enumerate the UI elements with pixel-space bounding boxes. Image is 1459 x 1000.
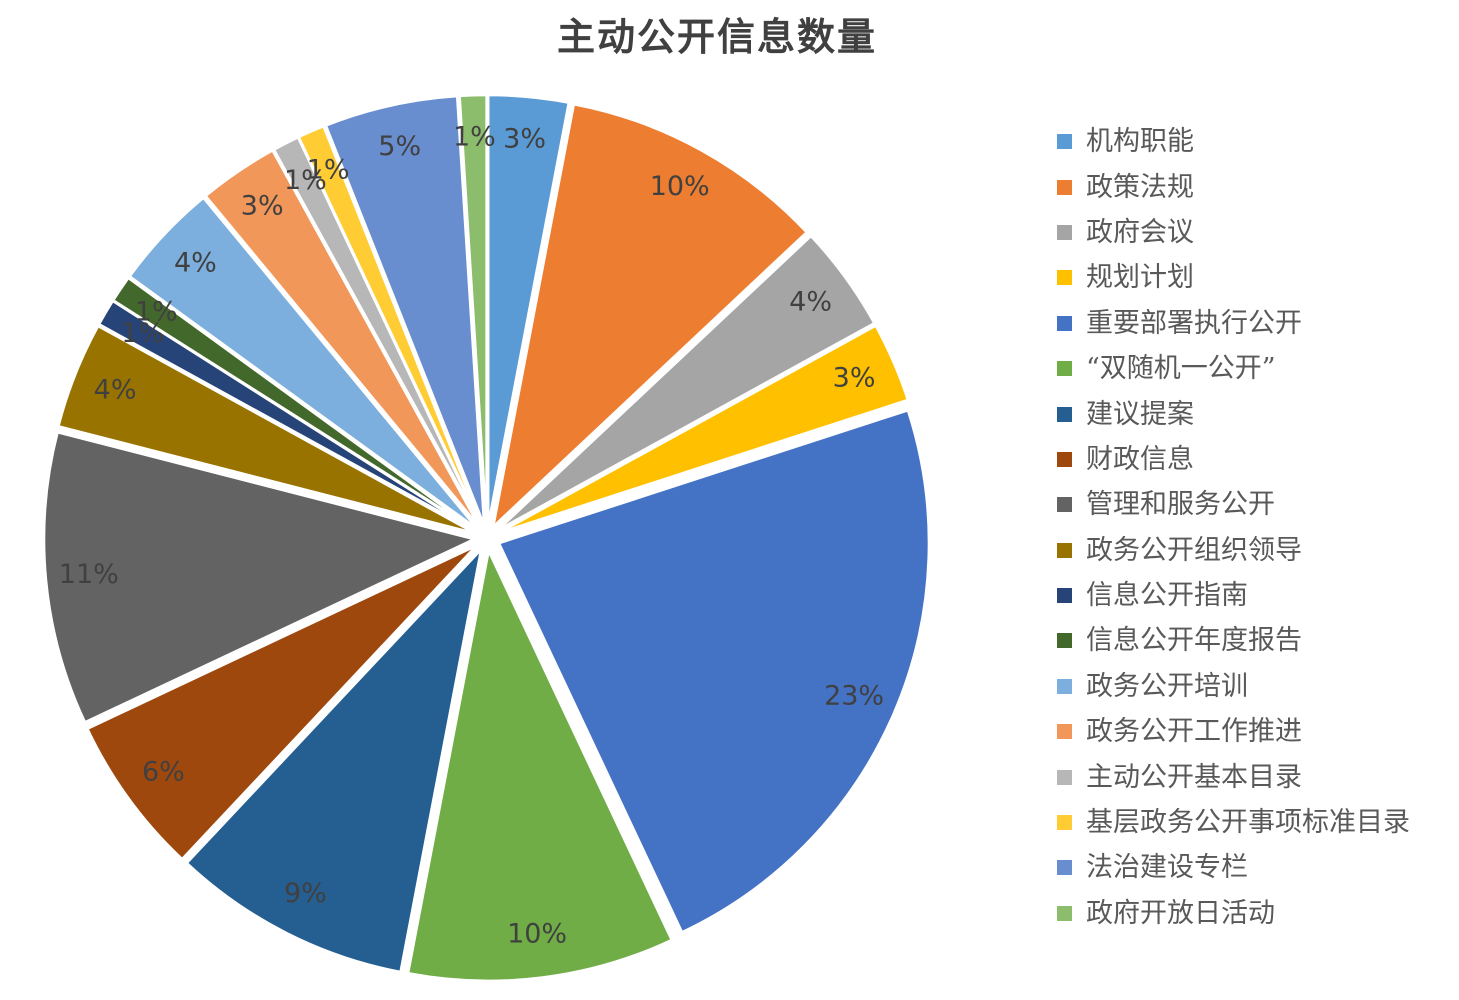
legend-swatch xyxy=(1057,678,1072,694)
pie-slice-label-12: 1% xyxy=(135,297,178,328)
legend-item-17: 法治建设专栏 xyxy=(1057,845,1457,890)
pie-slice-label-14: 3% xyxy=(241,191,284,222)
legend-item-13: 政务公开培训 xyxy=(1057,664,1457,709)
pie-slice-label-10: 4% xyxy=(94,374,137,405)
legend-item-9: 管理和服务公开 xyxy=(1057,482,1457,527)
pie-slice-9 xyxy=(42,431,476,724)
legend-label: 机构职能 xyxy=(1086,126,1194,158)
pie-slice-14 xyxy=(204,149,481,529)
pie-slice-17 xyxy=(324,94,486,527)
pie-slice-label-2: 10% xyxy=(650,171,710,202)
pie-slice-18 xyxy=(458,93,488,527)
legend-swatch xyxy=(1057,905,1072,921)
legend-label: 信息公开指南 xyxy=(1086,580,1248,612)
legend-item-11: 信息公开指南 xyxy=(1057,573,1457,618)
pie-slice-13 xyxy=(128,196,479,531)
pie-slice-label-15: 1% xyxy=(284,165,327,196)
legend-label: 政府会议 xyxy=(1086,216,1194,248)
pie-slice-16 xyxy=(297,125,484,528)
legend-label: 管理和服务公开 xyxy=(1086,489,1275,521)
legend-item-18: 政府开放日活动 xyxy=(1057,891,1457,936)
legend-swatch xyxy=(1057,361,1072,377)
pie-slice-label-3: 4% xyxy=(789,286,832,317)
pie-slice-label-1: 3% xyxy=(503,123,546,154)
legend-item-10: 政务公开组织领导 xyxy=(1057,528,1457,573)
pie-slice-label-9: 11% xyxy=(59,559,119,590)
pie-slice-12 xyxy=(111,276,478,532)
chart-legend: 机构职能政策法规政府会议规划计划重要部署执行公开 “双随机一公开” 建议提案财政信息… xyxy=(1057,119,1457,936)
legend-item-14: 政务公开工作推进 xyxy=(1057,709,1457,754)
legend-label: “双随机一公开” xyxy=(1086,353,1276,385)
pie-slice-label-5: 23% xyxy=(824,680,884,711)
legend-swatch xyxy=(1057,860,1072,876)
pie-slice-label-8: 6% xyxy=(142,757,185,788)
legend-item-3: 政府会议 xyxy=(1057,210,1457,255)
pie-slice-label-17: 5% xyxy=(378,131,421,162)
pie-slice-5 xyxy=(497,409,931,934)
legend-item-7: 建议提案 xyxy=(1057,391,1457,436)
legend-item-4: 规划计划 xyxy=(1057,255,1457,300)
legend-item-1: 机构职能 xyxy=(1057,119,1457,164)
pie-slice-7 xyxy=(185,548,483,974)
pie-slice-label-13: 4% xyxy=(174,248,217,279)
legend-label: 政策法规 xyxy=(1086,171,1194,203)
pie-slice-label-7: 9% xyxy=(284,878,327,909)
pie-slice-label-4: 3% xyxy=(833,363,876,394)
pie-slice-10 xyxy=(57,324,477,535)
legend-swatch xyxy=(1057,315,1072,331)
legend-label: 基层政务公开事项标准目录 xyxy=(1086,807,1410,839)
legend-label: 政府开放日活动 xyxy=(1086,897,1275,929)
pie-slice-4 xyxy=(497,324,910,535)
legend-item-2: 政策法规 xyxy=(1057,164,1457,209)
legend-label: 规划计划 xyxy=(1086,262,1194,294)
legend-swatch xyxy=(1057,769,1072,785)
pie-slice-1 xyxy=(486,93,571,527)
legend-swatch xyxy=(1057,542,1072,558)
legend-label: 法治建设专栏 xyxy=(1086,852,1248,884)
pie-slice-2 xyxy=(492,102,808,528)
legend-item-6: “双随机一公开” xyxy=(1057,346,1457,391)
pie-slice-6 xyxy=(406,549,673,983)
pie-slice-3 xyxy=(496,234,876,532)
legend-swatch xyxy=(1057,815,1072,831)
legend-label: 政务公开工作推进 xyxy=(1086,716,1302,748)
legend-label: 政务公开组织领导 xyxy=(1086,534,1302,566)
legend-swatch xyxy=(1057,134,1072,150)
legend-swatch xyxy=(1057,497,1072,513)
pie-slice-8 xyxy=(86,544,478,861)
legend-item-12: 信息公开年度报告 xyxy=(1057,618,1457,663)
legend-swatch xyxy=(1057,633,1072,649)
pie-slice-label-11: 1% xyxy=(121,318,164,349)
legend-item-15: 主动公开基本目录 xyxy=(1057,754,1457,799)
legend-swatch xyxy=(1057,451,1072,467)
legend-label: 政务公开培训 xyxy=(1086,670,1248,702)
legend-swatch xyxy=(1057,270,1072,286)
legend-swatch xyxy=(1057,724,1072,740)
pie-slice-label-18: 1% xyxy=(453,122,496,153)
legend-label: 主动公开基本目录 xyxy=(1086,761,1302,793)
legend-label: 财政信息 xyxy=(1086,443,1194,475)
legend-swatch xyxy=(1057,224,1072,240)
pie-slice-label-6: 10% xyxy=(507,918,567,949)
pie-slice-label-16: 1% xyxy=(307,154,350,185)
legend-item-5: 重要部署执行公开 xyxy=(1057,301,1457,346)
legend-swatch xyxy=(1057,406,1072,422)
legend-item-8: 财政信息 xyxy=(1057,437,1457,482)
chart-title: 主动公开信息数量 xyxy=(556,14,877,59)
legend-item-16: 基层政务公开事项标准目录 xyxy=(1057,800,1457,845)
legend-label: 建议提案 xyxy=(1086,398,1194,430)
legend-swatch xyxy=(1057,588,1072,604)
legend-label: 重要部署执行公开 xyxy=(1086,307,1302,339)
legend-swatch xyxy=(1057,179,1072,195)
legend-label: 信息公开年度报告 xyxy=(1086,625,1302,657)
